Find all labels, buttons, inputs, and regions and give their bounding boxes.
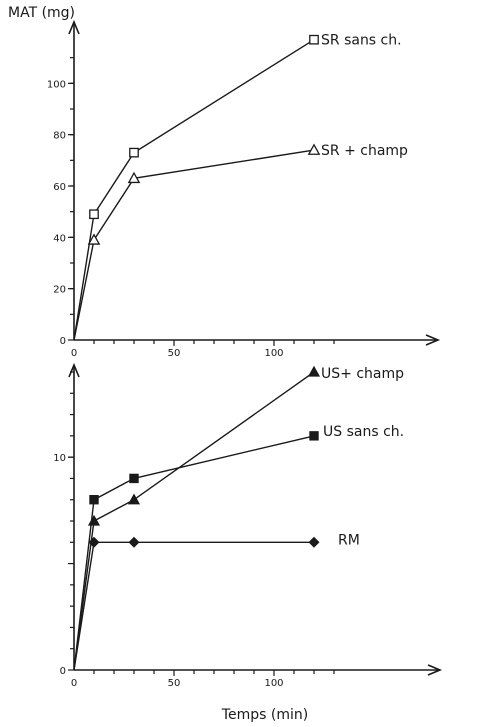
data-point-us-champ — [127, 493, 141, 505]
y-axis-arrow-top — [68, 19, 80, 35]
series-label-rm: RM — [338, 532, 360, 548]
data-point-us-champ — [87, 514, 101, 526]
series-line-us-champ — [73, 371, 315, 671]
data-point-us-sans-ch — [89, 495, 99, 505]
data-point-sr-champ — [87, 233, 101, 245]
x-axis-arrow-bottom — [427, 664, 443, 676]
y-tick-label: 80 — [53, 131, 66, 142]
y-tick-label: 100 — [47, 79, 66, 90]
y-tick-label: 0 — [60, 336, 66, 347]
x-tick-label: 0 — [71, 348, 77, 359]
data-point-sr-champ — [307, 143, 321, 155]
x-tick-label: 50 — [168, 678, 181, 689]
data-point-sr-sans-ch — [129, 147, 139, 158]
x-tick-label: 100 — [264, 678, 283, 689]
series-line-us-sans-ch — [73, 435, 315, 671]
series-label-sr-champ: SR + champ — [321, 143, 408, 159]
data-point-rm — [88, 536, 100, 548]
series-line-sr-champ — [73, 149, 315, 341]
x-tick-label: 0 — [71, 678, 77, 689]
x-axis-title: Temps (min) — [221, 707, 308, 723]
series-label-us-sans-ch: US sans ch. — [323, 424, 404, 440]
series-line-rm — [73, 541, 314, 671]
chart-bottom-us: Temps (min) 0 10 0 50 100 US+ champ US sans … — [53, 362, 443, 723]
x-axis-arrow-top — [425, 334, 441, 346]
data-point-us-champ — [307, 365, 321, 377]
data-point-sr-champ — [127, 171, 141, 184]
y-axis-title: MAT (mg) — [8, 5, 75, 21]
series-label-us-champ: US+ champ — [321, 366, 404, 382]
y-tick-label: 10 — [53, 453, 66, 464]
data-point-us-sans-ch — [309, 431, 319, 441]
x-tick-label: 100 — [264, 348, 283, 359]
series-label-sr-sans-ch: SR sans ch. — [321, 33, 402, 49]
x-tick-label: 50 — [168, 348, 181, 359]
y-tick-label: 40 — [53, 233, 66, 244]
y-axis-arrow-bottom — [68, 362, 80, 378]
data-point-sr-sans-ch — [89, 209, 99, 220]
chart-top-sr: MAT (mg) 0 20 40 60 80 100 0 50 100 SR sans ch.… — [8, 5, 441, 359]
data-point-rm — [308, 536, 320, 548]
data-point-sr-sans-ch — [309, 34, 319, 45]
y-tick-label: 20 — [53, 285, 66, 296]
y-tick-label: 0 — [60, 666, 66, 677]
data-point-rm — [128, 536, 140, 548]
y-tick-label: 60 — [53, 182, 66, 193]
data-point-us-sans-ch — [129, 473, 139, 484]
series-line-sr-sans-ch — [73, 39, 315, 341]
